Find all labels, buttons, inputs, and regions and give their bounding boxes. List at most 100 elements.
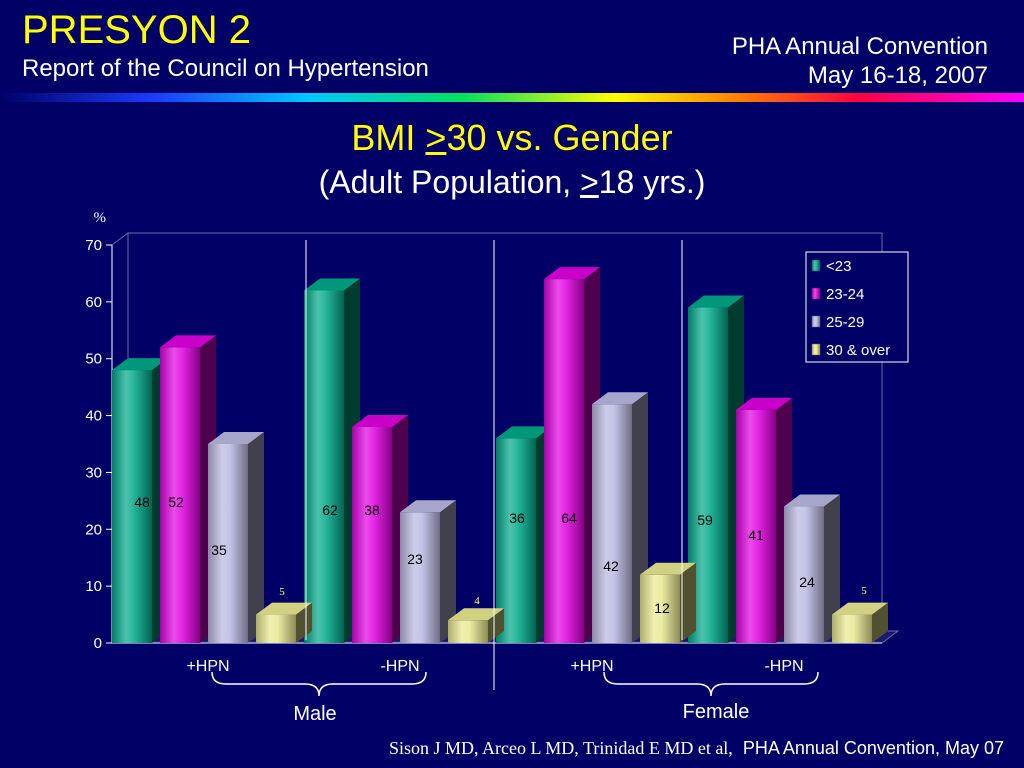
chart-title: BMI >30 vs. Gender [0, 118, 1024, 158]
data-label: 42 [603, 558, 619, 574]
citation-authors: Sison J MD, Arceo L MD, Trinidad E MD et… [388, 738, 733, 758]
bar [592, 392, 648, 643]
legend-label: 23-24 [826, 286, 864, 303]
legend-swatch [811, 315, 821, 328]
bar-top [592, 392, 648, 405]
bar-front [592, 404, 632, 643]
legend-swatch [811, 259, 821, 272]
x-tick-label: -HPN [764, 658, 803, 675]
slide-header-title: PRESYON 2 [22, 8, 251, 52]
bar [256, 602, 312, 643]
chart-subtitle: (Adult Population, >18 yrs.) [0, 164, 1024, 200]
y-tick-label: 20 [85, 521, 102, 538]
bar [160, 335, 216, 643]
data-label: 5 [279, 586, 285, 598]
bar-top [112, 358, 168, 371]
y-tick-label: 50 [85, 351, 102, 368]
y-tick-label: 10 [85, 578, 102, 595]
legend-label: 30 & over [826, 342, 890, 359]
x-tick-label: +HPN [186, 658, 229, 675]
bar [640, 562, 696, 643]
bar-front [832, 614, 872, 643]
bar-side [248, 432, 264, 643]
y-tick-label: 0 [94, 635, 102, 652]
data-label: 24 [799, 574, 815, 590]
bar [496, 426, 552, 643]
bar-side [296, 602, 312, 643]
bar-top [400, 500, 456, 513]
legend: <23 23-24 25-29 30 & over [805, 251, 909, 363]
chart-subtitle-post: 18 yrs.) [598, 164, 706, 200]
event-line-2: May 16-18, 2007 [807, 62, 988, 89]
bar-top [784, 494, 840, 507]
bar [832, 602, 888, 643]
data-label: 48 [134, 494, 150, 510]
x-tick-label: +HPN [570, 658, 613, 675]
data-label: 4 [474, 595, 480, 607]
bar-front [256, 614, 296, 643]
bar-front [160, 347, 200, 643]
data-label: 38 [364, 502, 380, 518]
data-label: 36 [509, 510, 525, 526]
bar-top [544, 267, 600, 280]
bar-top [832, 602, 888, 615]
bar-front [640, 574, 680, 643]
data-label: 23 [407, 551, 423, 567]
rainbow-divider [0, 93, 1024, 102]
bar-front [400, 512, 440, 643]
bar [448, 608, 504, 643]
bar-front [352, 426, 392, 643]
bar-front [208, 444, 248, 643]
data-label: 41 [748, 527, 764, 543]
bar-front [448, 620, 488, 643]
data-label: 64 [561, 510, 577, 526]
bar-front [544, 279, 584, 643]
legend-swatch [811, 343, 821, 356]
bar-side [440, 500, 456, 643]
male-brace [211, 671, 427, 697]
y-tick-label: 60 [85, 294, 102, 311]
bar-side [872, 602, 888, 643]
bar-top [304, 278, 360, 291]
data-label: 35 [211, 542, 227, 558]
bar [688, 295, 744, 643]
bar-top [496, 426, 552, 439]
bar-side [680, 562, 696, 643]
bar-front [736, 409, 776, 643]
data-label: 52 [168, 494, 184, 510]
event-line-1: PHA Annual Convention [731, 33, 988, 60]
chart-subtitle-symbol: > [580, 164, 599, 200]
legend-label: <23 [826, 258, 851, 275]
bar [208, 432, 264, 643]
citation-event: PHA Annual Convention, May 07 [742, 738, 1004, 758]
citation: Sison J MD, Arceo L MD, Trinidad E MD et… [389, 738, 1004, 759]
bar-top [352, 414, 408, 427]
chart-title-symbol: > [425, 117, 447, 158]
y-axis-label: % [94, 210, 107, 226]
data-label: 62 [322, 502, 338, 518]
bar-top [688, 295, 744, 308]
chart-subtitle-pre: (Adult Population, [318, 164, 581, 200]
bar-front [112, 370, 152, 643]
bar [784, 494, 840, 643]
chart-title-pre: BMI [351, 117, 426, 158]
legend-box [805, 251, 909, 363]
group-label-male: Male [293, 703, 336, 725]
x-tick-label: -HPN [380, 658, 419, 675]
bar [736, 397, 792, 643]
data-label: 59 [697, 512, 713, 528]
bar-top [208, 432, 264, 444]
y-tick-label: 40 [85, 408, 102, 425]
female-brace [603, 671, 819, 697]
bar-top [736, 397, 792, 410]
data-label: 5 [861, 585, 867, 597]
bar [400, 500, 456, 643]
y-tick-label: 70 [85, 237, 102, 254]
legend-label: 25-29 [826, 314, 864, 331]
bar-front [304, 290, 344, 643]
slide-header-subtitle: Report of the Council on Hypertension [22, 55, 429, 82]
group-label-female: Female [683, 701, 750, 723]
chart-title-post: 30 vs. Gender [446, 117, 673, 158]
bar [304, 278, 360, 643]
